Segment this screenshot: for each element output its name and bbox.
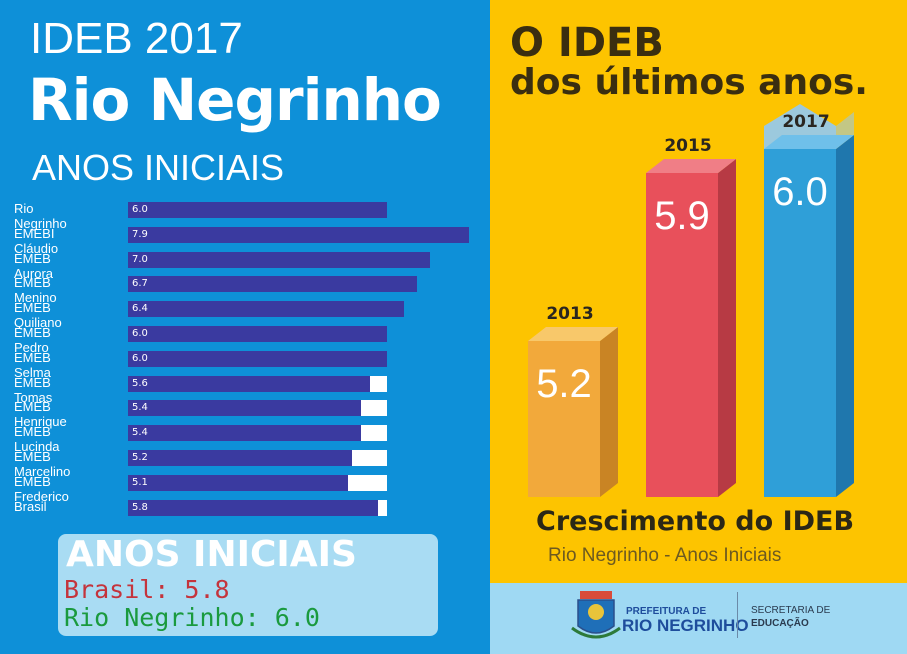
bar-value-label: 6.0 — [132, 204, 148, 215]
column-bar — [528, 341, 600, 497]
bar-label: EMEB Henrique — [14, 399, 67, 430]
bar-value-label: 7.0 — [132, 253, 148, 265]
bar — [128, 474, 349, 491]
bar-label: EMEB Menino — [14, 275, 57, 306]
bar-label: EMEB Pedro — [14, 325, 51, 355]
column-side — [718, 159, 736, 497]
bar — [128, 499, 379, 516]
bar-label: Brasil — [14, 498, 47, 514]
column-top — [764, 135, 854, 149]
column-value-label: 5.9 — [654, 194, 710, 238]
bar-value-label: 6.7 — [132, 278, 148, 290]
bar-label: Rio Negrinho — [14, 201, 67, 231]
bar — [128, 400, 362, 417]
logo-divider — [737, 592, 738, 638]
column-value-label: 5.2 — [536, 362, 592, 406]
summary-title: ANOS INICIAIS — [66, 534, 357, 575]
prefeitura-city: RIO NEGRINHO — [622, 616, 749, 635]
header-subtitle: ANOS INICIAIS — [32, 147, 285, 188]
bar — [128, 375, 370, 392]
chart-subcaption: Rio Negrinho - Anos Iniciais — [548, 545, 782, 566]
bar — [128, 350, 387, 367]
bar-label: EMEB Marcelino — [14, 449, 71, 479]
prefeitura-label: PREFEITURA DE — [626, 606, 707, 617]
bar-label: EMEB Quiliano — [14, 300, 62, 331]
column-side — [836, 135, 854, 497]
bar-label: EMEB Selma — [14, 349, 51, 380]
column-year-label: 2017 — [782, 112, 829, 132]
bar-value-label: 5.6 — [132, 377, 148, 389]
column-value-label: 6.0 — [772, 170, 828, 214]
summary-box — [58, 534, 438, 636]
bar — [128, 326, 387, 342]
bar — [128, 450, 353, 466]
bar-value-label: 6.0 — [132, 352, 148, 364]
column-year-label: 2013 — [546, 304, 593, 324]
bar-value-label: 6.0 — [132, 328, 148, 339]
bar-value-label: 5.4 — [132, 427, 148, 439]
bar — [128, 226, 469, 243]
column-bar — [646, 173, 718, 497]
bar — [128, 251, 431, 268]
bar-value-label: 5.1 — [132, 476, 148, 488]
bar — [128, 425, 362, 442]
bar-value-label: 5.2 — [132, 452, 148, 463]
summary-brasil: Brasil: 5.8 — [64, 575, 230, 604]
chart-caption: Crescimento do IDEB — [536, 506, 855, 537]
bar — [128, 202, 387, 218]
summary-rio-negrinho: Rio Negrinho: 6.0 — [64, 603, 320, 632]
column-side — [600, 327, 618, 497]
column-top — [646, 159, 736, 173]
secretaria-name: EDUCAÇÃO — [751, 618, 809, 629]
bar-label: EMEB Lucinda — [14, 424, 60, 455]
bar-value-label: 5.4 — [132, 402, 148, 414]
footer-logo-area — [490, 583, 907, 654]
bar — [128, 301, 405, 318]
bar-value-label: 6.4 — [132, 303, 148, 315]
header-city: Rio Negrinho — [28, 66, 442, 134]
column-year-label: 2015 — [664, 136, 711, 156]
bar-value-label: 5.8 — [132, 501, 148, 513]
right-title-line1: O IDEB — [510, 20, 664, 66]
bar-label: EMEB Tomas — [14, 374, 53, 405]
bar-label: EMEB Aurora — [14, 250, 54, 281]
bar-label: EMEBI Cláudio — [14, 225, 59, 256]
bar-label: EMEB Frederico — [14, 473, 69, 504]
right-title-line2: dos últimos anos. — [510, 62, 868, 103]
secretaria-label: SECRETARIA DE — [751, 605, 831, 616]
column-bar — [764, 149, 836, 497]
header-year: IDEB 2017 — [30, 14, 243, 63]
bar-value-label: 7.9 — [132, 228, 148, 240]
coat-of-arms-icon — [571, 591, 621, 639]
bar — [128, 276, 418, 293]
column-top — [528, 327, 618, 341]
